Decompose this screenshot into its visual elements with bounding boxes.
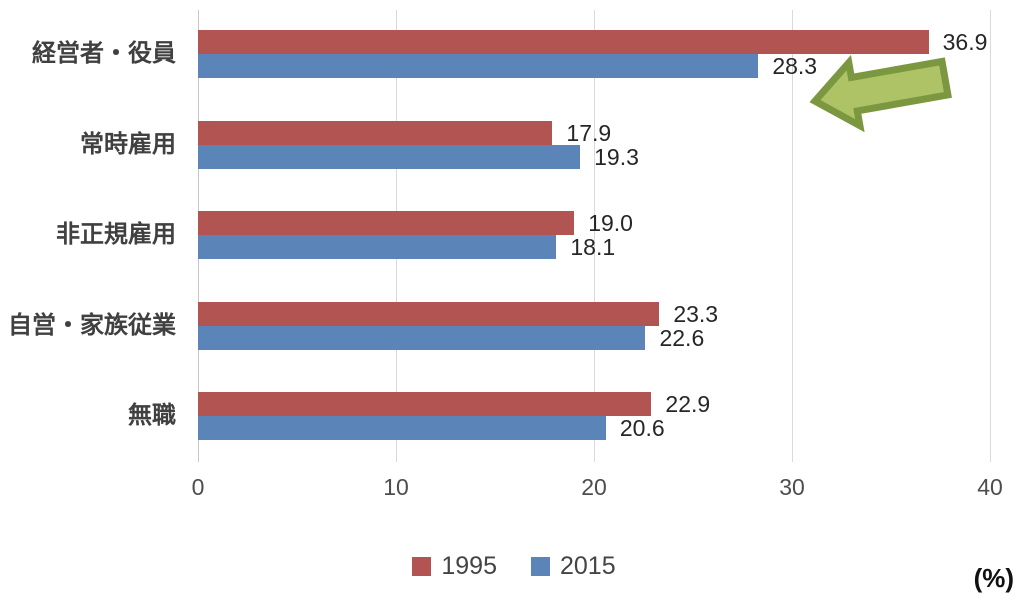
x-tick-label: 30 bbox=[779, 474, 805, 500]
x-tick-label: 40 bbox=[977, 474, 1003, 500]
bar-2015 bbox=[198, 325, 646, 350]
legend: 1995 2015 bbox=[0, 552, 1028, 581]
bar-1995 bbox=[198, 211, 575, 235]
category-label: 常時雇用 bbox=[80, 130, 176, 158]
x-tick-label: 20 bbox=[581, 474, 607, 500]
gridline bbox=[792, 10, 793, 462]
bar-1995 bbox=[198, 30, 929, 54]
value-label: 19.3 bbox=[594, 143, 639, 170]
legend-swatch-icon bbox=[412, 557, 432, 576]
unit-label: (%) bbox=[973, 563, 1014, 593]
bar-2015 bbox=[198, 54, 759, 78]
x-tick-label: 0 bbox=[191, 474, 205, 500]
bar-1995 bbox=[198, 392, 652, 416]
bar-2015 bbox=[198, 416, 606, 440]
category-label: 非正規雇用 bbox=[56, 221, 176, 248]
legend-label: 1995 bbox=[441, 552, 497, 580]
value-label: 22.9 bbox=[665, 391, 711, 417]
legend-swatch-icon bbox=[531, 557, 550, 576]
value-label: 23.3 bbox=[673, 300, 719, 327]
category-label: 無職 bbox=[128, 402, 176, 429]
value-label: 17.9 bbox=[566, 119, 612, 146]
value-label: 18.1 bbox=[570, 234, 616, 260]
legend-item-1995: 1995 bbox=[412, 552, 497, 581]
legend-label: 2015 bbox=[560, 552, 616, 580]
value-label: 20.6 bbox=[619, 415, 665, 441]
plot-area: 36.9 28.3 17.9 19.3 19.0 18.1 23.3 22.6 22.9 20.6 bbox=[198, 10, 991, 462]
value-label: 36.9 bbox=[942, 29, 988, 55]
bar-2015 bbox=[198, 235, 557, 259]
value-label: 19.0 bbox=[588, 210, 633, 236]
left-arrow-icon bbox=[809, 54, 952, 133]
gridline bbox=[990, 10, 991, 462]
value-label: 28.3 bbox=[772, 53, 818, 79]
bar-1995 bbox=[198, 301, 660, 326]
value-label: 22.6 bbox=[659, 324, 705, 351]
gridline bbox=[594, 10, 595, 462]
category-label: 経営者・役員 bbox=[32, 40, 176, 67]
x-tick-label: 10 bbox=[383, 474, 409, 500]
bar-2015 bbox=[198, 144, 581, 169]
category-label: 自営・家族従業 bbox=[8, 311, 176, 339]
legend-item-2015: 2015 bbox=[531, 552, 616, 581]
bar-1995 bbox=[198, 120, 553, 145]
